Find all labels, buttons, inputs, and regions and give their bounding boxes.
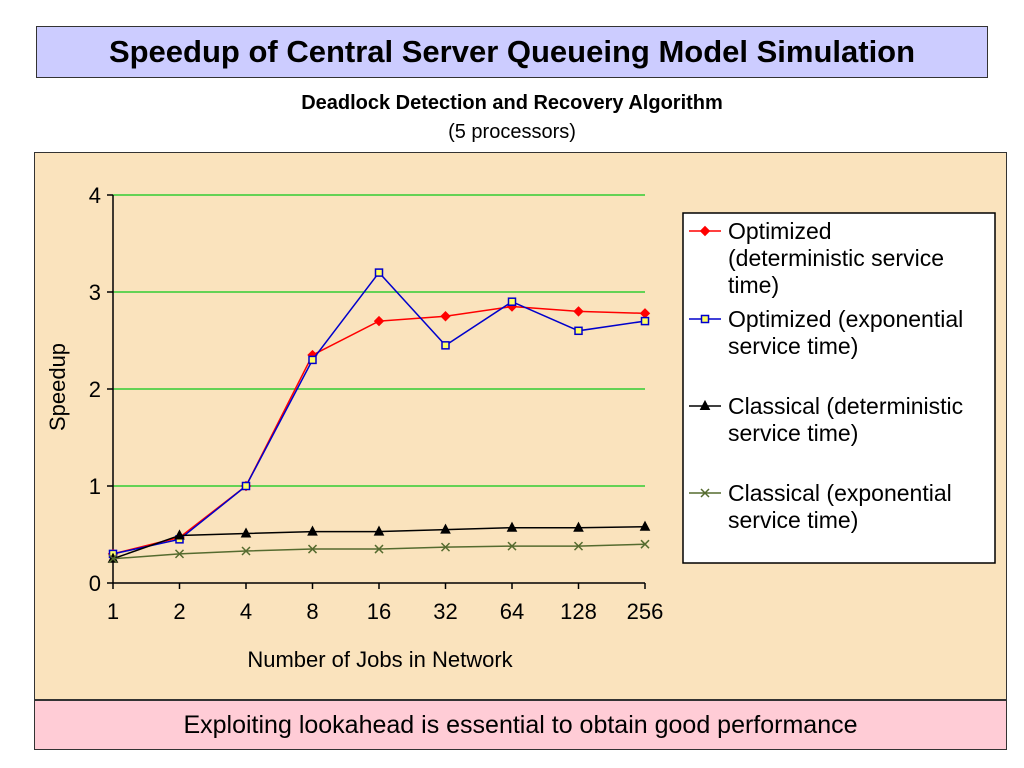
data-point	[108, 554, 118, 564]
x-tick-label: 32	[433, 599, 457, 624]
data-point	[373, 315, 385, 327]
data-point	[700, 488, 710, 498]
legend-label: Classical (exponential service time)	[728, 480, 952, 533]
y-tick-label: 1	[89, 474, 101, 499]
series-lines	[107, 268, 651, 564]
x-tick-label: 4	[240, 599, 252, 624]
data-point	[307, 544, 318, 554]
legend-label-line: time)	[728, 272, 779, 298]
data-point	[241, 481, 251, 491]
data-point	[506, 521, 518, 532]
data-point	[174, 529, 185, 540]
legend-box	[682, 212, 996, 564]
data-point	[573, 521, 584, 532]
series-line	[112, 305, 646, 555]
data-point	[699, 399, 711, 410]
legend-label-line: Classical (deterministic	[728, 393, 963, 419]
data-point	[699, 225, 711, 237]
footer-caption: Exploiting lookahead is essential to obt…	[34, 700, 1007, 750]
data-point	[440, 523, 451, 534]
x-tick-label: 2	[173, 599, 185, 624]
legend-label-line: (deterministic service	[728, 245, 944, 271]
legend-label-line: Classical (exponential	[728, 480, 952, 506]
x-tick-label: 1	[107, 599, 119, 624]
data-point	[440, 542, 451, 552]
data-point	[573, 541, 584, 551]
chart-title: Deadlock Detection and Recovery Algorith…	[301, 92, 723, 114]
x-tick-label: 256	[627, 599, 664, 624]
legend-label-line: Optimized (exponential	[728, 306, 963, 332]
data-point	[507, 541, 517, 551]
data-point	[241, 546, 251, 556]
y-tick-label: 4	[89, 183, 101, 208]
legend-label-line: service time)	[728, 420, 858, 446]
legend-label: Optimized (deterministic service time)	[728, 218, 944, 298]
gridlines	[113, 194, 645, 487]
data-point	[374, 544, 384, 554]
data-point	[640, 539, 650, 549]
data-point	[639, 308, 651, 319]
data-point	[307, 525, 318, 536]
x-axis-label: Number of Jobs in Network	[247, 647, 513, 672]
data-point	[700, 314, 710, 324]
y-tick-label: 3	[89, 280, 101, 305]
data-point	[440, 311, 451, 322]
x-tick-label: 64	[500, 599, 524, 624]
series-line	[112, 271, 646, 555]
data-point	[640, 316, 650, 326]
x-tick-label: 8	[306, 599, 318, 624]
legend-label: Optimized (exponential service time)	[728, 306, 963, 359]
x-tick-label: 16	[367, 599, 391, 624]
data-point	[573, 306, 584, 317]
y-axis-label: Speedup	[45, 343, 70, 431]
series-line	[112, 543, 646, 560]
data-point	[373, 525, 385, 536]
y-tick-label: 0	[89, 571, 101, 596]
chart-area: 0 1 2 3 4 1 2 4 8 16 32 64 128 256 Number of Jobs in …	[34, 152, 1007, 700]
data-point	[174, 549, 185, 559]
legend: Optimized (deterministic service time)Opti…	[682, 212, 996, 564]
data-point	[374, 268, 384, 277]
legend-label-line: Optimized	[728, 218, 832, 244]
data-point	[441, 341, 450, 350]
data-point	[639, 520, 651, 531]
slide-title: Speedup of Central Server Queueing Model…	[36, 26, 988, 78]
data-point	[240, 527, 252, 538]
data-point	[308, 355, 317, 365]
y-tick-label: 2	[89, 377, 101, 402]
data-point	[574, 326, 583, 336]
legend-label-line: service time)	[728, 333, 858, 359]
legend-label-line: service time)	[728, 507, 858, 533]
x-tick-label: 128	[560, 599, 597, 624]
legend-label: Classical (deterministic service time)	[728, 393, 963, 446]
data-point	[507, 297, 517, 306]
chart-subtitle: (5 processors)	[448, 121, 576, 143]
